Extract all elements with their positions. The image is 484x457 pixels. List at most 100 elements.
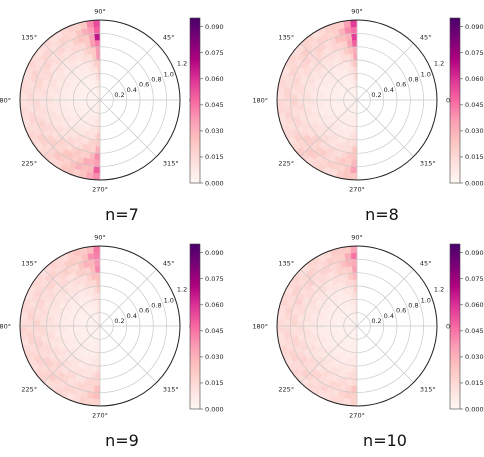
heat-cell [93, 259, 101, 267]
heat-cell [296, 325, 305, 332]
angular-gridline [43, 269, 101, 327]
colorbar-tick-label: 0.000 [205, 405, 224, 413]
angle-tick-label: 0° [446, 97, 453, 105]
heat-cell [350, 26, 358, 34]
heat-cell [352, 139, 358, 147]
heat-cell [276, 92, 285, 101]
heat-cell [66, 322, 74, 327]
heat-cell [59, 322, 68, 327]
heat-cell [353, 132, 358, 141]
heat-cell [33, 99, 41, 107]
heat-cell [46, 321, 54, 327]
angle-tick-label: 270° [349, 186, 365, 194]
angular-gridline [356, 99, 414, 157]
heat-cell [46, 316, 55, 323]
heat-cell [33, 325, 41, 333]
radial-tick-label: 1.0 [421, 70, 431, 78]
heat-cell [276, 318, 285, 327]
angular-gridline [300, 43, 358, 101]
radial-tick-label: 0.4 [127, 312, 137, 320]
colorbar [449, 243, 461, 410]
radial-tick-label: 1.2 [177, 59, 187, 67]
colorbar-tick-label: 0.075 [465, 49, 484, 57]
radial-tick-label: 1.2 [177, 285, 187, 293]
heat-cell [92, 398, 101, 407]
angular-gridline [43, 325, 101, 383]
heat-cell [40, 89, 48, 96]
heat-cell [89, 378, 96, 386]
heat-cell [39, 99, 48, 106]
heat-cell [89, 152, 96, 160]
heat-cell [283, 87, 292, 95]
colorbar-tick-label: 0.000 [465, 405, 484, 413]
angle-tick-label: 225° [21, 159, 37, 167]
heat-cell [95, 46, 101, 54]
heat-cell [351, 39, 358, 48]
angle-tick-label: 90° [351, 8, 363, 16]
subplot-label: n=8 [365, 205, 399, 224]
heat-cell [350, 259, 358, 267]
heat-cell [290, 319, 298, 327]
angular-gridline [99, 99, 157, 157]
heat-cell [93, 252, 101, 260]
colorbar [189, 17, 201, 184]
heat-cell [93, 166, 101, 174]
colorbar-tick-label: 0.045 [465, 101, 484, 109]
heat-cell [19, 325, 28, 334]
radial-tick-label: 1.0 [421, 296, 431, 304]
angle-tick-label: 90° [94, 234, 106, 242]
heat-cell [352, 372, 358, 380]
heat-cell [19, 99, 28, 108]
heat-cell [303, 95, 311, 101]
colorbar-tick-label: 0.030 [205, 127, 224, 135]
angle-tick-label: 180° [0, 97, 11, 105]
colorbar-tick-label: 0.090 [465, 249, 484, 257]
radial-tick-label: 0.8 [408, 76, 418, 84]
heat-cell [353, 126, 358, 134]
colorbar-tick-label: 0.090 [465, 23, 484, 31]
heat-cell [93, 26, 101, 34]
heat-cell [350, 392, 358, 400]
heat-cell [92, 245, 101, 254]
heat-cell [347, 371, 354, 380]
heat-cell [33, 314, 42, 321]
heat-cell [283, 99, 291, 107]
heat-cell [296, 94, 305, 101]
colorbar-tick-label: 0.060 [205, 301, 224, 309]
heat-cell [87, 391, 95, 400]
angle-tick-label: 270° [349, 412, 365, 420]
angle-tick-label: 135° [21, 34, 37, 42]
radial-tick-label: 0.2 [371, 91, 381, 99]
heat-cell [290, 99, 298, 107]
heat-cell [345, 158, 352, 167]
colorbar-tick-label: 0.075 [465, 275, 484, 283]
colorbar-tick-label: 0.045 [465, 327, 484, 335]
heat-cell [46, 90, 55, 97]
angular-gridline [300, 99, 358, 157]
heat-cell [323, 322, 331, 327]
angle-tick-label: 315° [163, 385, 179, 393]
heat-cell [344, 391, 352, 400]
heat-cell [39, 325, 48, 332]
heat-cell [283, 319, 291, 327]
heat-cell [39, 320, 48, 327]
angle-tick-label: 225° [278, 159, 294, 167]
colorbar-tick-label: 0.075 [205, 49, 224, 57]
radial-tick-label: 0.4 [127, 86, 137, 94]
heat-cell [90, 145, 97, 154]
heat-cell [90, 371, 97, 380]
heat-cell [345, 384, 352, 393]
subplot-n9: 0.20.40.60.81.01.20°45°90°135°180°225°27… [0, 234, 224, 451]
heat-cell [33, 88, 42, 95]
heat-cell [39, 94, 48, 101]
colorbar-tick-label: 0.000 [205, 179, 224, 187]
heat-cell [303, 99, 311, 105]
colorbar-tick-label: 0.015 [205, 379, 224, 387]
angle-tick-label: 135° [278, 260, 294, 268]
colorbar-tick-label: 0.030 [465, 353, 484, 361]
heat-cell [290, 325, 298, 333]
angle-tick-label: 180° [0, 323, 11, 331]
heat-cell [95, 139, 101, 147]
heat-cell [296, 99, 305, 106]
heat-cell [19, 318, 28, 327]
